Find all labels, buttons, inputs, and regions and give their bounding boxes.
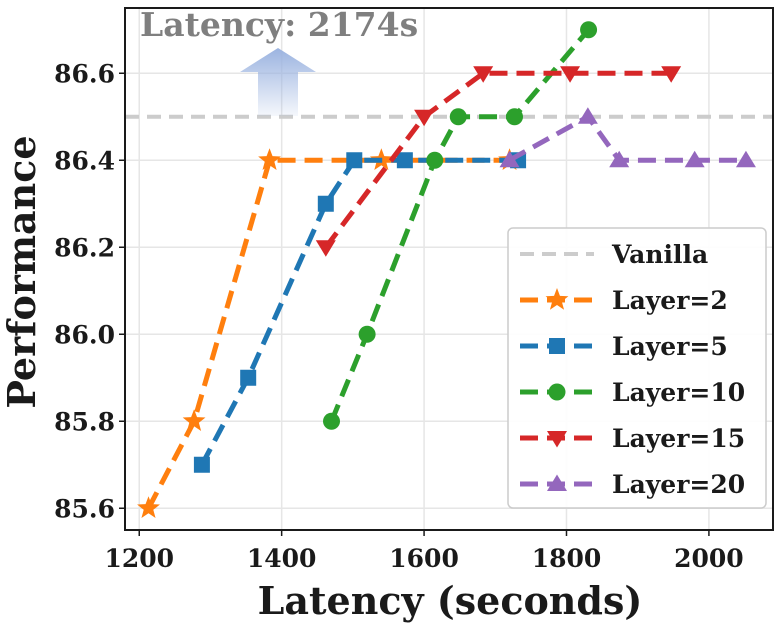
up-arrow-icon [240,48,316,116]
y-tick-label: 86.2 [54,233,115,262]
data-point [580,21,598,39]
data-point [346,152,363,169]
x-tick-label: 1200 [104,544,174,573]
data-point [661,66,682,83]
series-line [199,157,519,466]
x-ticks: 1200 1400 1600 1800 2000 [104,530,744,573]
latency-annotation: Latency: 2174s [140,5,418,44]
legend-entry: Layer=2 [520,286,728,315]
y-axis-label: Performance [0,135,44,408]
data-point [414,109,435,127]
legend: Vanilla Layer=2 Layer=5 Layer=10 Layer=15 Lay… [507,227,767,509]
y-tick-label: 86.0 [54,320,115,349]
x-tick-label: 2000 [674,544,744,573]
legend-label: Vanilla [611,240,708,269]
x-tick-label: 1800 [532,544,602,573]
legend-entry: Layer=10 [520,378,745,407]
y-tick-label: 85.6 [54,494,115,523]
legend-label: Layer=2 [612,286,728,315]
legend-label: Layer=15 [612,424,745,453]
data-point [193,456,210,473]
data-point [560,66,581,83]
data-point [182,409,206,431]
data-point [240,369,257,386]
legend-marker [549,338,565,354]
legend-entry: Vanilla [520,240,708,269]
legend-entry: Layer=15 [520,424,745,453]
legend-label: Layer=20 [612,470,745,499]
data-point [735,150,756,168]
data-point [506,108,524,126]
plot-frame [124,7,774,531]
legend-label: Layer=5 [612,332,728,361]
series-layer [137,21,756,518]
legend-marker [547,431,567,448]
series-line [329,28,591,423]
series-line [508,113,746,163]
y-tick-label: 86.4 [54,146,115,175]
legend-marker [548,383,566,401]
series-line [323,70,672,249]
legend-marker [545,288,569,310]
data-point [323,412,341,430]
y-tick-label: 85.8 [54,407,115,436]
data-point [396,152,413,169]
x-tick-label: 1600 [389,544,459,573]
data-point [426,151,444,169]
legend-box [507,227,767,509]
data-point [317,195,334,212]
annotation-layer: Latency: 2174s [140,5,418,116]
data-point [684,150,705,168]
x-axis-label: Latency (seconds) [258,578,643,623]
data-point [577,107,598,124]
series-layer-10 [323,21,598,430]
legend-marker [547,474,567,491]
data-point [258,148,281,170]
data-point [137,496,160,518]
legend-entry: Layer=5 [520,332,728,361]
series-layer-20 [499,107,756,168]
y-ticks: 85.6 85.8 86.0 86.2 86.4 86.6 [54,59,125,523]
legend-label: Layer=10 [612,378,745,407]
data-point [315,240,336,257]
data-point [609,150,630,168]
x-tick-label: 1400 [247,544,317,573]
data-point [358,325,376,343]
y-tick-label: 86.6 [54,59,115,88]
series-layer-15 [315,66,682,257]
data-point [499,150,520,168]
data-point [473,66,494,83]
legend-entry: Layer=20 [520,470,745,499]
data-point [449,108,467,126]
